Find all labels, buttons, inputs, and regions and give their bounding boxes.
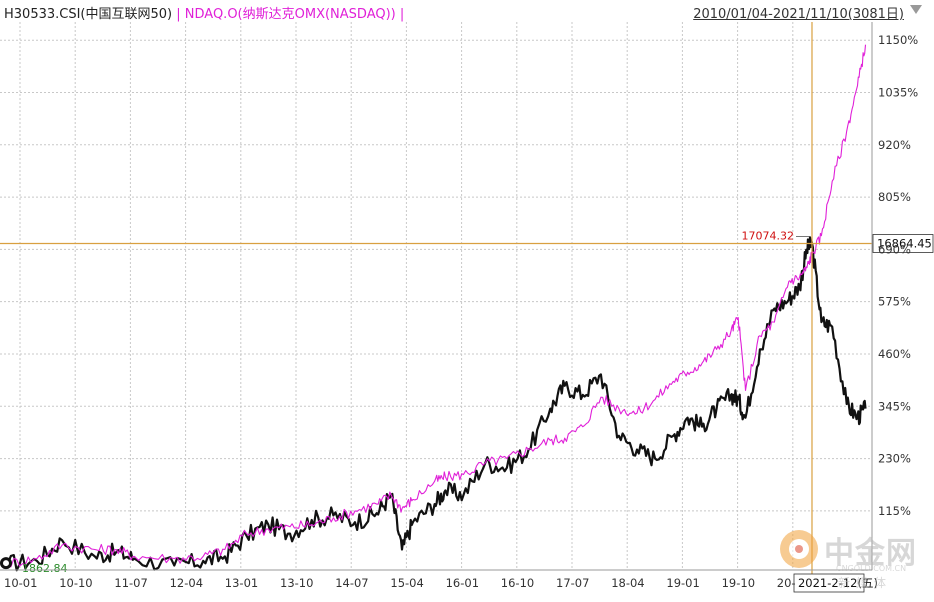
y-tick-label: 690% — [878, 242, 911, 256]
y-tick-label: 920% — [878, 138, 911, 152]
y-tick-label: 460% — [878, 347, 911, 361]
x-tick-label: 10-10 — [59, 576, 92, 590]
y-tick-label: 230% — [878, 452, 911, 466]
legend-trailing-separator: | — [395, 7, 405, 22]
x-tick-label: 17-07 — [556, 576, 589, 590]
crosshair-date-box — [793, 573, 865, 593]
crosshair-value-label: 16864.45 — [877, 236, 932, 250]
y-tick-label: 805% — [878, 190, 911, 204]
crosshair: 17074.32 16864.45 2021-2-12(五) — [0, 22, 934, 593]
x-tick-label: 10-01 — [4, 576, 37, 590]
x-tick-label: 19-01 — [666, 576, 699, 590]
legend-separator: | — [172, 7, 185, 22]
x-tick-label: 12-04 — [170, 576, 203, 590]
series-legend: H30533.CSI(中国互联网50) | NDAQ.O(纳斯达克OMX(NAS… — [4, 3, 404, 22]
vertical-gridlines — [19, 22, 794, 570]
cngold-watermark: 中金网 CNGOLD.COM.CN 新媒体 — [780, 526, 930, 592]
x-tick-label: 16-01 — [446, 576, 479, 590]
y-tick-label: 1150% — [878, 33, 918, 47]
legend-series1-label[interactable]: H30533.CSI(中国互联网50) — [4, 7, 173, 22]
y-axis: 1150% 1035% 920% 805% 690% 575% 460% 345% 230% 11… — [871, 22, 918, 570]
x-axis: 10-01 10-10 11-07 12-04 13-01 13-10 14-07 15-04… — [0, 569, 872, 590]
x-tick-label: 15-04 — [390, 576, 423, 590]
series-lines: 1862.84 — [0, 44, 867, 575]
legend-series2-label[interactable]: NDAQ.O(纳斯达克OMX(NASDAQ)) — [184, 7, 396, 22]
series-line-1[interactable] — [6, 236, 867, 572]
watermark-url: CNGOLD.COM.CN — [836, 564, 907, 573]
start-value-label: 1862.84 — [22, 562, 68, 575]
crosshair-date-label: 2021-2-12(五) — [798, 576, 878, 590]
date-range-label[interactable]: 2010/01/04-2021/11/10(3081日) — [693, 7, 904, 22]
x-tick-label: 13-01 — [225, 576, 258, 590]
x-tick-label: 11-07 — [114, 576, 147, 590]
x-tick-label: 13-10 — [280, 576, 313, 590]
cngold-logo-icon — [780, 530, 818, 568]
y-tick-label: 115% — [878, 504, 911, 518]
x-tick-label: 14-07 — [335, 576, 368, 590]
x-tick-label: 19-10 — [722, 576, 755, 590]
series-line-2[interactable] — [7, 44, 867, 568]
horizontal-gridlines — [0, 39, 872, 512]
watermark-tagline: 新媒体 — [838, 576, 893, 590]
watermark-name: 中金网 — [824, 536, 917, 571]
x-tick-label: 20- — [777, 576, 796, 590]
x-tick-label: 18-04 — [611, 576, 644, 590]
y-tick-label: 345% — [878, 399, 911, 413]
crosshair-value-box — [872, 234, 934, 253]
y-tick-label: 1035% — [878, 85, 918, 99]
x-tick-label: 16-10 — [501, 576, 534, 590]
chart-header: H30533.CSI(中国互联网50) | NDAQ.O(纳斯达克OMX(NAS… — [0, 0, 934, 22]
y-tick-label: 575% — [878, 295, 911, 309]
start-point-marker[interactable] — [0, 557, 12, 570]
crosshair-marker-value: 17074.32 — [741, 229, 794, 242]
dropdown-arrow-icon[interactable] — [910, 5, 922, 14]
